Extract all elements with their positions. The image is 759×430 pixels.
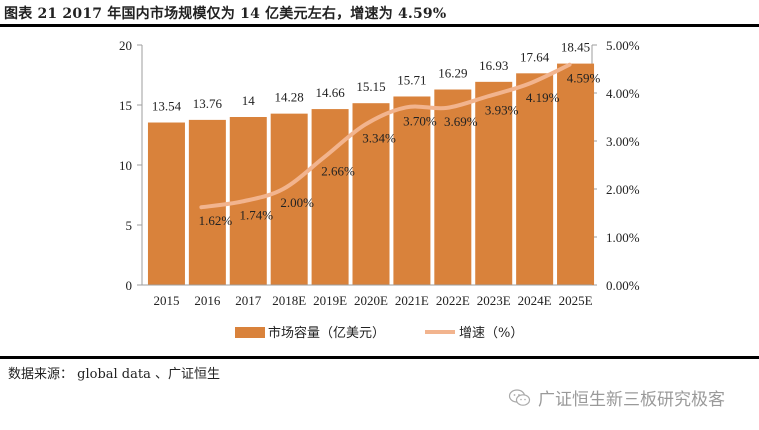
- bar-data-label: 18.45: [561, 40, 590, 55]
- growth-line: [199, 62, 572, 210]
- line-data-label: 2.00%: [280, 195, 314, 210]
- bar: [188, 119, 226, 285]
- bar-data-label: 15.15: [356, 79, 385, 94]
- bar: [311, 109, 349, 285]
- line-series: [199, 62, 572, 210]
- bar: [557, 63, 595, 285]
- bar: [393, 96, 431, 285]
- bar-data-label: 15.71: [397, 72, 426, 87]
- line-data-label: 3.69%: [444, 114, 478, 129]
- right-axis-tick-label: 1.00%: [606, 230, 640, 245]
- data-source: 数据来源： global data 、广证恒生: [8, 367, 220, 382]
- x-axis-tick-label: 2024E: [518, 293, 552, 308]
- legend: 市场容量（亿美元） 增速（%）: [235, 325, 523, 341]
- bar: [147, 122, 185, 286]
- x-axis-tick-label: 2023E: [477, 293, 511, 308]
- left-axis-tick-label: 0: [126, 278, 133, 293]
- bar: [475, 81, 513, 285]
- bar: [434, 89, 472, 286]
- line-data-label: 4.59%: [567, 71, 601, 86]
- x-axis-tick-label: 2021E: [395, 293, 429, 308]
- title-divider: [0, 24, 759, 27]
- bar: [516, 73, 554, 285]
- right-axis-tick-label: 5.00%: [606, 38, 640, 53]
- x-axis-tick-label: 2015: [153, 293, 179, 308]
- x-axis-tick-label: 2025E: [559, 293, 593, 308]
- x-axis-tick-label: 2018E: [272, 293, 306, 308]
- source-divider: [0, 356, 759, 359]
- bar-data-label: 13.76: [193, 96, 223, 111]
- bar-data-labels: 13.54 13.76 14 14.28 14.66 15.15 15.71 16.29 16.…: [152, 40, 590, 114]
- watermark-text: 广证恒生新三板研究极客: [538, 390, 725, 410]
- x-axis-tick-label: 2019E: [313, 293, 347, 308]
- left-axis-tick-label: 5: [126, 218, 133, 233]
- bar-series: [147, 63, 595, 286]
- x-axis-tick-label: 2020E: [354, 293, 388, 308]
- left-y-axis: 0 5 10 15 20: [119, 38, 143, 293]
- legend-bar-swatch: [235, 327, 265, 338]
- bar-data-label: 14: [242, 93, 256, 108]
- left-axis-tick-label: 10: [119, 158, 132, 173]
- bar: [352, 103, 390, 285]
- bar-data-label: 13.54: [152, 99, 182, 114]
- line-data-label: 3.70%: [403, 113, 437, 128]
- chart-title: 图表 21 2017 年国内市场规模仅为 14 亿美元左右，增速为 4.59%: [4, 6, 447, 22]
- line-data-labels: 1.62% 1.74% 2.00% 2.66% 3.34% 3.70% 3.69% 3.93%…: [199, 71, 601, 229]
- left-axis-tick-label: 15: [119, 98, 132, 113]
- right-axis-tick-label: 0.00%: [606, 278, 640, 293]
- line-data-label: 1.62%: [199, 213, 233, 228]
- right-axis-tick-label: 4.00%: [606, 86, 640, 101]
- line-data-label: 3.93%: [485, 102, 519, 117]
- bar-data-label: 14.66: [315, 85, 345, 100]
- legend-bar-label: 市场容量（亿美元）: [268, 325, 385, 341]
- line-data-label: 4.19%: [526, 90, 560, 105]
- right-y-axis: 0.00% 1.00% 2.00% 3.00% 4.00% 5.00%: [591, 38, 640, 293]
- left-axis-tick-label: 20: [119, 38, 132, 53]
- x-axis: 2015 2016 2017 2018E 2019E 2020E 2021E 2022E 202…: [142, 284, 593, 308]
- bar-data-label: 16.29: [438, 66, 467, 81]
- line-data-label: 1.74%: [239, 207, 273, 222]
- watermark: 广证恒生新三板研究极客: [508, 385, 725, 410]
- bar: [270, 113, 308, 285]
- line-data-label: 3.34%: [362, 131, 396, 146]
- x-axis-tick-label: 2022E: [436, 293, 470, 308]
- right-axis-tick-label: 3.00%: [606, 134, 640, 149]
- right-axis-tick-label: 2.00%: [606, 182, 640, 197]
- x-axis-tick-label: 2017: [235, 293, 262, 308]
- bar-data-label: 14.28: [275, 90, 304, 105]
- bar-data-label: 17.64: [520, 49, 550, 64]
- legend-line-label: 增速（%）: [459, 326, 523, 341]
- x-axis-tick-label: 2016: [194, 293, 221, 308]
- bar-data-label: 16.93: [479, 58, 508, 73]
- line-data-label: 2.66%: [321, 163, 355, 178]
- wechat-icon: [508, 388, 531, 406]
